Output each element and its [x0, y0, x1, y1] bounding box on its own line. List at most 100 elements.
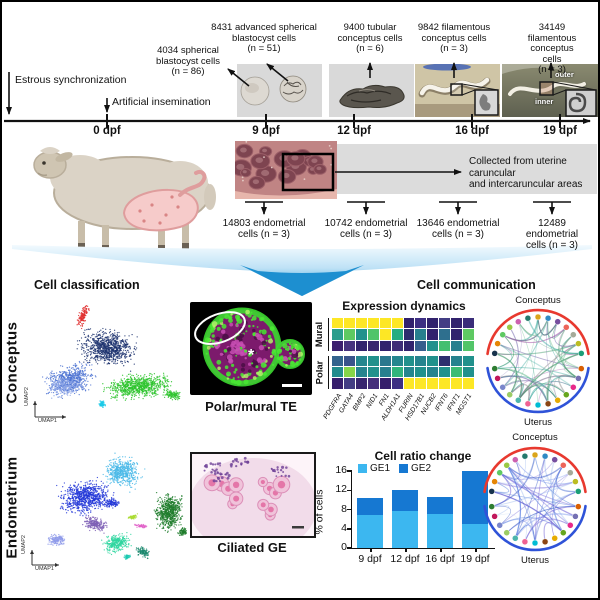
highlight-ellipse: [194, 311, 246, 345]
umap-cluster-cyan: [123, 554, 131, 560]
circos-nodes: [488, 451, 582, 547]
umap-cluster-darkteal: [135, 546, 150, 560]
heatmap-cell: [379, 340, 391, 351]
tick-16dpf: 16 dpf: [455, 125, 489, 137]
sheep-illustration: [33, 147, 216, 250]
heatmap-title: Expression dynamics: [342, 299, 466, 313]
heatmap-cell: [415, 340, 427, 351]
legend-label-ge2: GE2: [411, 463, 432, 474]
heatmap-cell: [355, 329, 367, 340]
heatmap-cell: [332, 318, 343, 329]
umap-cluster-purple: [82, 514, 108, 534]
umap1-axis-label: UMAP1: [35, 566, 54, 572]
photo-12dpf-tubular-conceptus: [329, 64, 414, 117]
heatmap-cell: [391, 318, 403, 329]
heatmap-cell: [427, 340, 439, 351]
bar-chart-title: Cell ratio change: [374, 449, 472, 463]
circos-chords: [494, 316, 582, 406]
asterisk-marker: *: [248, 347, 255, 364]
heatmap-cell: [343, 367, 355, 378]
umap-cluster-skyblue: [102, 452, 146, 493]
bar-segment-ge1-16dpf: [427, 514, 453, 548]
endometrial-pointer-2: [347, 201, 385, 215]
heatmap-cell: [463, 340, 474, 351]
legend-swatch-ge2: [399, 464, 408, 473]
heatmap-cell: [439, 367, 451, 378]
umap-cluster-royalblue: [56, 476, 115, 517]
bar-segment-ge2-16dpf: [427, 497, 453, 515]
circos-top-conceptus-label: Conceptus: [515, 295, 561, 306]
heatmap-cell: [367, 329, 379, 340]
heatmap-cell: [332, 329, 343, 340]
legend-swatch-ge1: [358, 464, 367, 473]
collection-note: Collected from uterine caruncular and in…: [469, 156, 583, 190]
endometrial-pointer-1: [245, 201, 283, 215]
y-tick: [347, 528, 352, 530]
x-tick: [475, 548, 477, 552]
heatmap-cell: [403, 329, 415, 340]
y-tick: [347, 470, 352, 472]
heatmap-cell: [463, 329, 474, 340]
micrograph-polar-mural-te: *: [190, 302, 312, 395]
x-category-label: 12 dpf: [390, 553, 420, 565]
circos-plot-conceptus-uterus-2: [483, 446, 587, 552]
endometrial-label-12489: 12489 endometrial cells (n = 3): [525, 218, 579, 251]
x-tick: [405, 548, 407, 552]
photo-uterus-caruncles: [235, 141, 337, 199]
photo-9dpf-blastocysts: [237, 64, 322, 117]
row-label-endometrium-wrap: Endometrium: [2, 442, 22, 572]
heatmap-cell: [343, 378, 355, 389]
heatmap-cell: [332, 355, 343, 367]
bar-segment-ge1-19dpf: [462, 524, 488, 548]
y-tick-label: 12: [335, 483, 347, 496]
heatmap-cell: [415, 318, 427, 329]
heatmap-cell: [451, 367, 463, 378]
tick-9dpf: 9 dpf: [252, 125, 280, 137]
circos-plot-conceptus-uterus: [486, 308, 590, 414]
heatmap-bracket: [328, 318, 329, 351]
y-tick-label: 0: [341, 541, 347, 553]
expression-heatmap: [332, 318, 474, 394]
y-tick: [347, 508, 352, 511]
heatmap-cell: [332, 340, 343, 351]
event-estrous-synchronization: Estrous synchronization: [15, 74, 127, 86]
heatmap-cell: [463, 355, 474, 367]
sample-label-9842-filamentous: 9842 filamentous conceptus cells (n = 3): [417, 22, 491, 54]
bar-ylabel: % of cells: [313, 489, 325, 535]
heatmap-cell: [379, 329, 391, 340]
bar-segment-ge1-12dpf: [392, 511, 418, 548]
legend-ge1: GE1: [358, 463, 390, 474]
section-title-cell-communication: Cell communication: [417, 278, 536, 292]
heatmap-cell: [343, 329, 355, 340]
umap-cluster-royalblue-arm: [102, 497, 120, 509]
umap-cluster-navy: [76, 327, 138, 372]
sample-label-34149-filamentous: 34149 filamentous conceptus cells (n = 3…: [527, 22, 577, 75]
heatmap-cell: [355, 378, 367, 389]
y-tick-label: 4: [341, 521, 347, 534]
circos-chords: [491, 454, 579, 544]
umap-endometrium: [47, 452, 187, 560]
circos-bottom-conceptus-label: Conceptus: [512, 432, 558, 443]
caption-polar-mural-te: Polar/mural TE: [205, 399, 297, 414]
heatmap-cell: [451, 378, 463, 389]
endometrial-label-10742: 10742 endometrial cells (n = 3): [324, 218, 408, 240]
tick-19dpf: 19 dpf: [543, 125, 577, 137]
sample-label-8431-advanced: 8431 advanced spherical blastocyst cells…: [211, 22, 317, 54]
heatmap-cell: [403, 318, 415, 329]
heatmap-cell: [332, 378, 343, 389]
umap1-axis-label: UMAP1: [38, 418, 57, 424]
heatmap-cell: [355, 367, 367, 378]
tick-0dpf: 0 dpf: [93, 125, 121, 137]
heatmap-cell: [391, 378, 403, 389]
heatmap-cell: [343, 355, 355, 367]
heatmap-cell: [415, 378, 427, 389]
heatmap-cell: [403, 340, 415, 351]
bar-segment-ge1-9dpf: [357, 514, 383, 548]
heatmap-cell: [427, 329, 439, 340]
y-tick: [347, 489, 352, 491]
heatmap-cell: [391, 367, 403, 378]
y-tick: [347, 547, 352, 549]
heatmap-cell: [343, 340, 355, 351]
endometrial-pointer-4: [533, 201, 571, 215]
